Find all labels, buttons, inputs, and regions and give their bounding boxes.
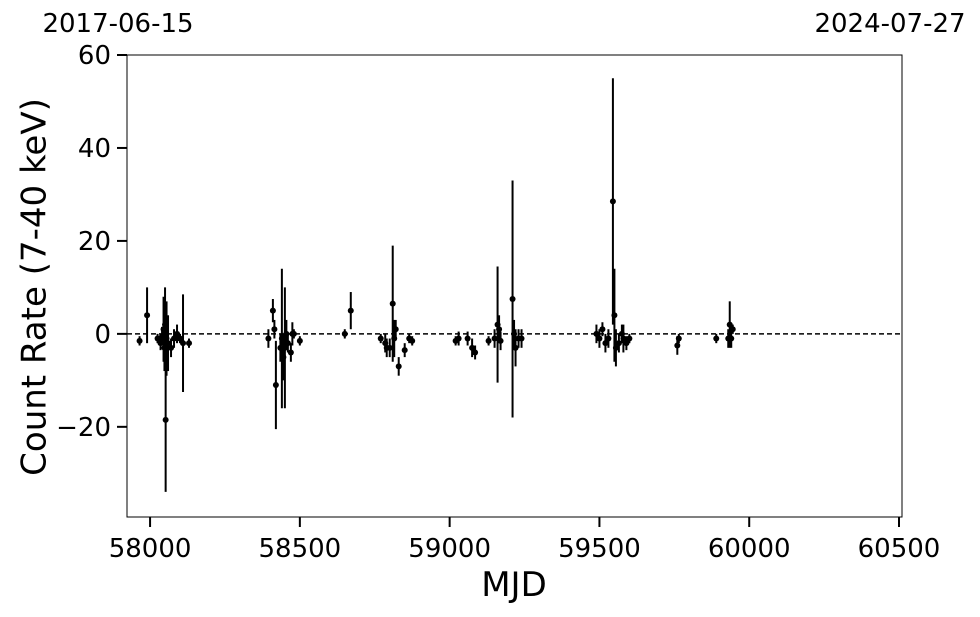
data-point (347, 307, 354, 314)
x-tick-label: 60500 (858, 534, 941, 564)
data-point (611, 312, 618, 319)
end-date: 2024-07-27 (814, 9, 965, 39)
data-point (389, 300, 396, 307)
data-point (509, 296, 516, 303)
data-point (177, 335, 184, 342)
data-point (284, 340, 291, 347)
data-point (455, 335, 462, 342)
data-point (401, 347, 408, 354)
y-tick-label: 40 (78, 134, 111, 164)
data-point (620, 335, 627, 342)
data-point (472, 349, 479, 356)
data-point (593, 330, 600, 337)
data-point (605, 335, 612, 342)
data-point (271, 326, 278, 333)
data-point (186, 340, 193, 347)
data-point (729, 326, 736, 333)
data-point (626, 335, 633, 342)
data-point (675, 335, 682, 342)
data-point (497, 337, 504, 344)
data-point (136, 337, 143, 344)
data-point (272, 382, 279, 388)
data-point (713, 335, 720, 342)
data-point (409, 337, 416, 344)
data-point (265, 335, 272, 342)
data-point (165, 340, 172, 347)
data-point (168, 344, 175, 351)
y-tick-label: 0 (94, 320, 111, 350)
data-point (386, 344, 393, 351)
data-point (612, 344, 619, 351)
y-axis-label: Count Rate (7-40 keV) (15, 98, 55, 476)
data-point (674, 342, 681, 349)
data-point (496, 326, 503, 333)
data-point (171, 335, 178, 342)
data-point (609, 198, 616, 205)
y-tick-label: 20 (78, 227, 111, 257)
plot-frame (126, 54, 903, 518)
data-point (180, 340, 187, 347)
data-point (602, 340, 609, 347)
data-point (726, 321, 733, 328)
data-point (615, 340, 622, 347)
x-tick-label: 58500 (258, 534, 341, 564)
x-tick-label: 59500 (558, 534, 641, 564)
y-tick-label: 60 (78, 41, 111, 71)
data-point (491, 335, 498, 342)
data-point (296, 337, 303, 344)
data-point (162, 416, 169, 423)
data-point (341, 330, 348, 337)
start-date: 2017-06-15 (42, 9, 193, 39)
x-tick-label: 60000 (708, 534, 791, 564)
data-point (728, 335, 735, 342)
x-axis-label: MJD (481, 565, 547, 605)
y-tick-label: −20 (56, 413, 111, 443)
data-point (596, 335, 603, 342)
data-point (290, 330, 297, 337)
data-point (174, 330, 181, 337)
data-point (377, 335, 384, 342)
x-tick-label: 59000 (408, 534, 491, 564)
data-point (599, 326, 606, 333)
data-point (269, 307, 276, 314)
data-point (392, 326, 399, 333)
data-point (144, 312, 151, 319)
data-point (518, 335, 525, 342)
data-point (623, 340, 630, 347)
data-point (287, 349, 294, 356)
data-point (485, 337, 492, 344)
x-tick-label: 58000 (109, 534, 192, 564)
data-point (395, 363, 402, 370)
data-point (512, 344, 519, 351)
data-point (154, 335, 161, 342)
data-point (469, 344, 476, 351)
data-point (464, 335, 471, 342)
